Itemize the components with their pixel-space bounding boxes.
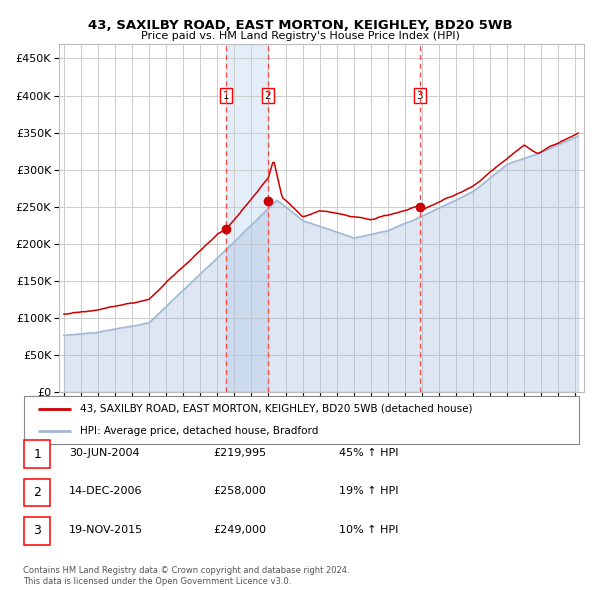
Text: 14-DEC-2006: 14-DEC-2006 — [69, 487, 143, 496]
FancyBboxPatch shape — [24, 517, 50, 545]
Text: Contains HM Land Registry data © Crown copyright and database right 2024.: Contains HM Land Registry data © Crown c… — [23, 566, 349, 575]
Text: £258,000: £258,000 — [213, 487, 266, 496]
Text: 19-NOV-2015: 19-NOV-2015 — [69, 525, 143, 535]
FancyBboxPatch shape — [24, 479, 50, 506]
Text: 3: 3 — [416, 90, 423, 100]
Text: 3: 3 — [33, 525, 41, 537]
Text: 1: 1 — [33, 448, 41, 461]
Text: 10% ↑ HPI: 10% ↑ HPI — [339, 525, 398, 535]
Text: 43, SAXILBY ROAD, EAST MORTON, KEIGHLEY, BD20 5WB: 43, SAXILBY ROAD, EAST MORTON, KEIGHLEY,… — [88, 19, 512, 32]
Text: 2: 2 — [265, 90, 271, 100]
Bar — [226, 44, 268, 392]
FancyBboxPatch shape — [24, 441, 50, 468]
Text: £249,000: £249,000 — [213, 525, 266, 535]
Text: HPI: Average price, detached house, Bradford: HPI: Average price, detached house, Brad… — [79, 426, 318, 436]
Text: 1: 1 — [223, 90, 229, 100]
Text: 43, SAXILBY ROAD, EAST MORTON, KEIGHLEY, BD20 5WB (detached house): 43, SAXILBY ROAD, EAST MORTON, KEIGHLEY,… — [79, 404, 472, 414]
FancyBboxPatch shape — [24, 396, 579, 444]
Text: Price paid vs. HM Land Registry's House Price Index (HPI): Price paid vs. HM Land Registry's House … — [140, 31, 460, 41]
Text: 45% ↑ HPI: 45% ↑ HPI — [339, 448, 398, 458]
Text: 30-JUN-2004: 30-JUN-2004 — [69, 448, 140, 458]
Text: 19% ↑ HPI: 19% ↑ HPI — [339, 487, 398, 496]
Text: This data is licensed under the Open Government Licence v3.0.: This data is licensed under the Open Gov… — [23, 577, 291, 586]
Text: 2: 2 — [33, 486, 41, 499]
Text: £219,995: £219,995 — [213, 448, 266, 458]
